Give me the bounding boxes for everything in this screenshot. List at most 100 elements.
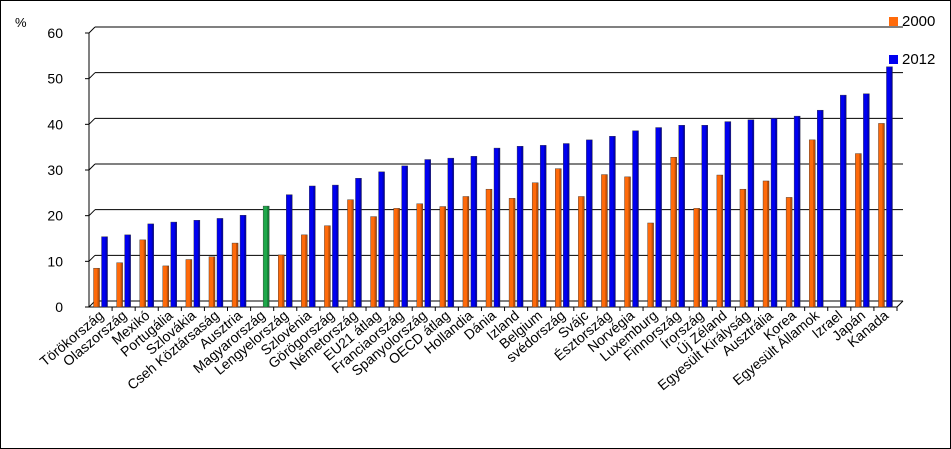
bar-2012 (124, 234, 131, 308)
bar-side-2012 (498, 148, 500, 307)
y-tick-label: 50 (47, 71, 63, 87)
bar-side-2000 (212, 256, 215, 307)
bar-2012 (193, 220, 201, 308)
bar-2000 (739, 188, 747, 308)
bar-side-2000 (328, 225, 331, 307)
bar-2000 (347, 199, 354, 308)
bar-2012 (447, 157, 455, 308)
bar-2012 (355, 178, 362, 308)
bar-2000 (208, 256, 216, 308)
gridline-depth (88, 26, 96, 34)
bar-2012 (840, 94, 847, 308)
gridline-depth (88, 254, 96, 262)
bar-2012 (863, 93, 870, 308)
bar-2000 (462, 196, 470, 308)
bar-2012 (886, 66, 893, 308)
bar-2000 (670, 157, 677, 308)
bar-side-2012 (544, 145, 547, 307)
bar-side-2000 (143, 239, 146, 307)
y-tick-label: 20 (47, 208, 63, 224)
bar-2012 (586, 139, 593, 308)
bar-side-2012 (567, 143, 570, 307)
bar-side-2012 (128, 234, 131, 307)
bar-2000 (555, 168, 562, 308)
bar-side-2000 (559, 168, 562, 307)
bar-side-2000 (605, 174, 608, 307)
bar-side-2012 (682, 125, 685, 307)
bar-side-2000 (420, 203, 423, 307)
bar-2012 (309, 185, 316, 308)
bar-side-2012 (890, 66, 893, 307)
y-tick-label: 60 (47, 25, 63, 41)
bar-2000 (647, 222, 654, 308)
bar-2012 (770, 118, 778, 308)
bar-side-2000 (166, 265, 169, 307)
bar-side-2000 (743, 189, 746, 307)
bar-side-2000 (374, 216, 377, 307)
bar-side-2000 (651, 222, 654, 307)
bar-2012 (101, 236, 108, 308)
bar-side-2012 (821, 110, 824, 307)
bar-side-2000 (351, 199, 354, 307)
legend-item-2000: 2000 (889, 13, 935, 30)
bar-2012 (493, 147, 501, 308)
bar-2012 (516, 146, 524, 308)
bar-2012 (539, 145, 547, 308)
bar-2000 (716, 174, 724, 308)
bar-side-2000 (443, 206, 446, 307)
bar-2000 (578, 196, 585, 308)
bar-side-2012 (451, 158, 454, 307)
bar-2012 (332, 184, 339, 308)
bar-side-2000 (466, 196, 469, 307)
bar-side-2012 (290, 194, 293, 307)
bar-side-2012 (267, 206, 270, 307)
x-axis-depth (896, 300, 904, 308)
bar-side-2012 (613, 136, 616, 307)
bar-2000 (93, 267, 100, 308)
bar-2012 (239, 215, 247, 308)
bar-2012 (563, 143, 570, 308)
bar-2000 (231, 242, 239, 308)
bar-side-2012 (705, 125, 708, 307)
bar-2012 (747, 119, 755, 308)
bar-2000 (624, 176, 631, 308)
bar-side-2012 (220, 218, 223, 307)
bar-side-2012 (636, 130, 639, 307)
bar-side-2012 (174, 222, 177, 307)
bar-side-2012 (197, 220, 200, 307)
y-tick-label: 30 (47, 162, 63, 178)
bar-2012 (655, 127, 662, 308)
bar-2012 (378, 171, 385, 308)
bar-side-2000 (236, 243, 239, 307)
bar-side-2000 (282, 254, 285, 307)
bar-2000 (301, 234, 308, 308)
bar-side-2000 (790, 197, 793, 307)
bar-2000 (485, 188, 493, 308)
y-tick-label: 0 (55, 299, 63, 315)
bar-side-2012 (428, 159, 431, 307)
legend-label-2012: 2012 (902, 51, 936, 68)
y-tick-label: 40 (47, 116, 63, 132)
bar-2000 (162, 265, 170, 308)
bar-side-2000 (120, 262, 123, 307)
bar-side-2000 (189, 259, 192, 307)
bar-side-2012 (474, 156, 477, 307)
bar-side-2000 (697, 208, 700, 307)
bar-side-2012 (659, 127, 662, 307)
bar-2000 (439, 206, 447, 308)
bar-side-2000 (628, 176, 631, 307)
bar-side-2000 (859, 153, 862, 307)
bar-side-2012 (405, 165, 408, 307)
bar-2012 (632, 130, 639, 308)
y-tick-label: 10 (47, 253, 63, 269)
bar-2012 (286, 194, 293, 308)
bar-side-2000 (813, 139, 816, 307)
bar-side-2012 (151, 223, 154, 307)
bar-2000 (878, 123, 885, 308)
bar-2012 (147, 223, 154, 308)
bar-side-2000 (305, 234, 308, 307)
bar-2000 (416, 203, 423, 308)
bar-2012 (216, 218, 224, 308)
bar-side-2012 (590, 139, 593, 307)
